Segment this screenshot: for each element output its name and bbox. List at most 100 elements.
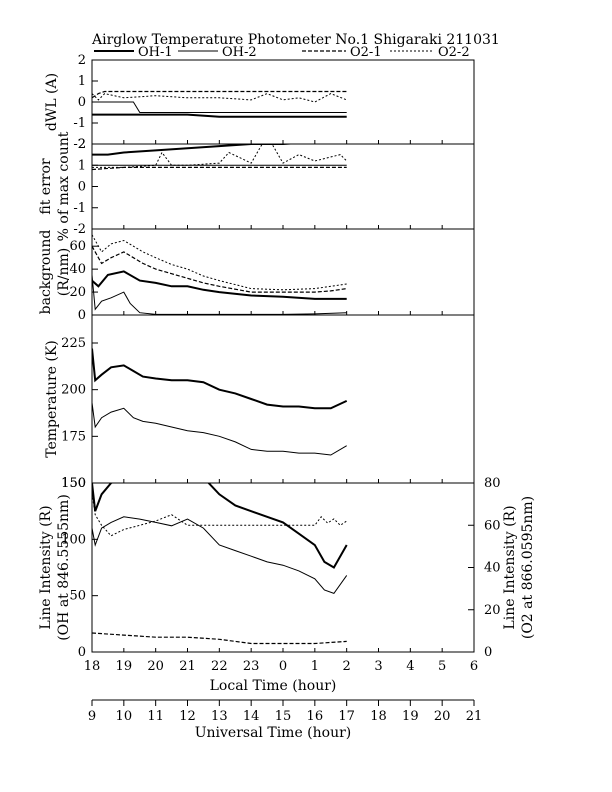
ut-tick-label: 16 <box>307 709 324 724</box>
y-tick-label: 1 <box>78 74 86 89</box>
series-line-o2-1 <box>92 166 347 171</box>
ut-tick-label: 19 <box>402 709 419 724</box>
series-line-o2-2 <box>92 234 347 291</box>
local-time-tick-label: 3 <box>374 659 382 674</box>
series-line-oh-1 <box>92 144 299 156</box>
y-tick-label: 0 <box>78 308 86 323</box>
local-time-tick-label: 18 <box>84 659 101 674</box>
ut-tick-label: 9 <box>88 709 96 724</box>
y-axis-subtitle: (OH at 846.5555nm) <box>56 494 72 641</box>
legend-label-o2-2: O2-2 <box>438 45 470 60</box>
y-right-axis-title: Line Intensity (R) <box>502 505 518 629</box>
y-right-tick-label: 60 <box>484 518 501 533</box>
y-right-tick-label: 80 <box>484 476 501 491</box>
y-tick-label: 20 <box>69 285 86 300</box>
legend: OH-1 OH-2 O2-1 O2-2 <box>94 45 470 60</box>
series-line-oh-2 <box>92 274 347 315</box>
figure-title: Airglow Temperature Photometer No.1 Shig… <box>91 32 500 48</box>
y-right-tick-label: 0 <box>484 645 492 660</box>
series-line-oh-2 <box>92 402 347 456</box>
y-tick-label: 100 <box>61 532 86 547</box>
panel-2: -2 -1 0 1 2 fit error% of max count <box>38 131 475 241</box>
ut-tick-label: 15 <box>275 709 292 724</box>
local-time-tick-label: 5 <box>438 659 446 674</box>
y-tick-label: 175 <box>61 429 86 444</box>
local-time-tick-label: 22 <box>211 659 228 674</box>
y-right-tick-label: 40 <box>484 561 501 576</box>
ut-tick-label: 12 <box>179 709 196 724</box>
y-axis-title: Temperature (K) <box>44 340 60 458</box>
series-line-o2-2 <box>92 93 347 103</box>
y-tick-label: 200 <box>61 383 86 398</box>
y-axis-subtitle: (R/nm) <box>56 248 72 296</box>
y-tick-label: 0 <box>78 645 86 660</box>
ut-axis-title: Universal Time (hour) <box>195 725 352 741</box>
local-time-tick-label: 1 <box>311 659 319 674</box>
legend-label-o2-1: O2-1 <box>350 45 382 60</box>
series-line-oh-1 <box>92 270 347 300</box>
y-axis-subtitle: % of max count <box>56 131 72 241</box>
series-line-oh-2 <box>92 516 348 594</box>
y-tick-label: -1 <box>73 201 86 216</box>
y-tick-label: 60 <box>69 239 86 254</box>
panel-1: -2 -1 0 1 2 dWL (A) <box>44 53 475 152</box>
y-tick-label: 0 <box>78 180 86 195</box>
series-line-o2-1 <box>92 632 347 645</box>
y-tick-label: 2 <box>78 53 86 68</box>
local-time-tick-label: 2 <box>343 659 351 674</box>
panel-frame <box>91 482 475 653</box>
panel-frame <box>91 143 475 230</box>
ut-tick-label: 21 <box>466 709 483 724</box>
ut-tick-label: 10 <box>116 709 133 724</box>
local-time-axis-title: Local Time (hour) <box>210 678 337 694</box>
local-time-tick-label: 6 <box>470 659 478 674</box>
series-line-o2-2 <box>92 144 348 168</box>
legend-label-oh-2: OH-2 <box>222 45 257 60</box>
series-line-o2-1 <box>92 90 347 99</box>
local-time-tick-label: 23 <box>243 659 260 674</box>
panel-frame <box>91 59 475 145</box>
y-axis-title: fit error <box>38 158 54 215</box>
y-tick-label: -2 <box>73 137 86 152</box>
series-line-oh-1 <box>92 113 347 118</box>
y-tick-label: -2 <box>73 222 86 237</box>
ut-tick-label: 18 <box>370 709 387 724</box>
y-right-axis-subtitle: (O2 at 866.0595nm) <box>520 496 536 639</box>
legend-label-oh-1: OH-1 <box>138 45 173 60</box>
local-time-tick-label: 19 <box>116 659 133 674</box>
local-time-tick-label: 0 <box>279 659 287 674</box>
y-tick-label: 0 <box>78 95 86 110</box>
panel-frame <box>91 228 475 316</box>
y-tick-label: 150 <box>61 476 86 491</box>
y-axis-title: Line Intensity (R) <box>38 505 54 629</box>
series-line-oh-2 <box>92 101 347 113</box>
series-line-oh-1 <box>92 483 348 569</box>
y-axis-title: background <box>38 230 54 315</box>
y-tick-label: 150 <box>61 476 86 491</box>
y-tick-label: 2 <box>78 137 86 152</box>
ut-tick-label: 13 <box>211 709 228 724</box>
ut-tick-label: 20 <box>434 709 451 724</box>
panel-3: 0 20 40 60 background (R/nm) <box>38 228 475 323</box>
y-tick-label: 50 <box>69 589 86 604</box>
y-right-tick-label: 20 <box>484 603 501 618</box>
ut-tick-label: 14 <box>243 709 260 724</box>
series-line-o2-2 <box>92 493 347 537</box>
ut-tick-label: 11 <box>147 709 164 724</box>
local-time-tick-label: 4 <box>406 659 414 674</box>
y-tick-label: -1 <box>73 116 86 131</box>
y-axis-title: dWL (A) <box>44 73 60 131</box>
ut-tick-label: 17 <box>338 709 355 724</box>
y-tick-label: 1 <box>78 158 86 173</box>
local-time-tick-label: 21 <box>179 659 196 674</box>
panels: -2 -1 0 1 2 dWL (A) -2 -1 0 1 2 fit error% of max c… <box>38 53 536 660</box>
y-tick-label: 225 <box>61 336 86 351</box>
y-tick-label: 40 <box>69 262 86 277</box>
series-line-o2-1 <box>92 245 347 293</box>
series-line-oh-1 <box>92 348 348 410</box>
local-time-tick-label: 20 <box>147 659 164 674</box>
